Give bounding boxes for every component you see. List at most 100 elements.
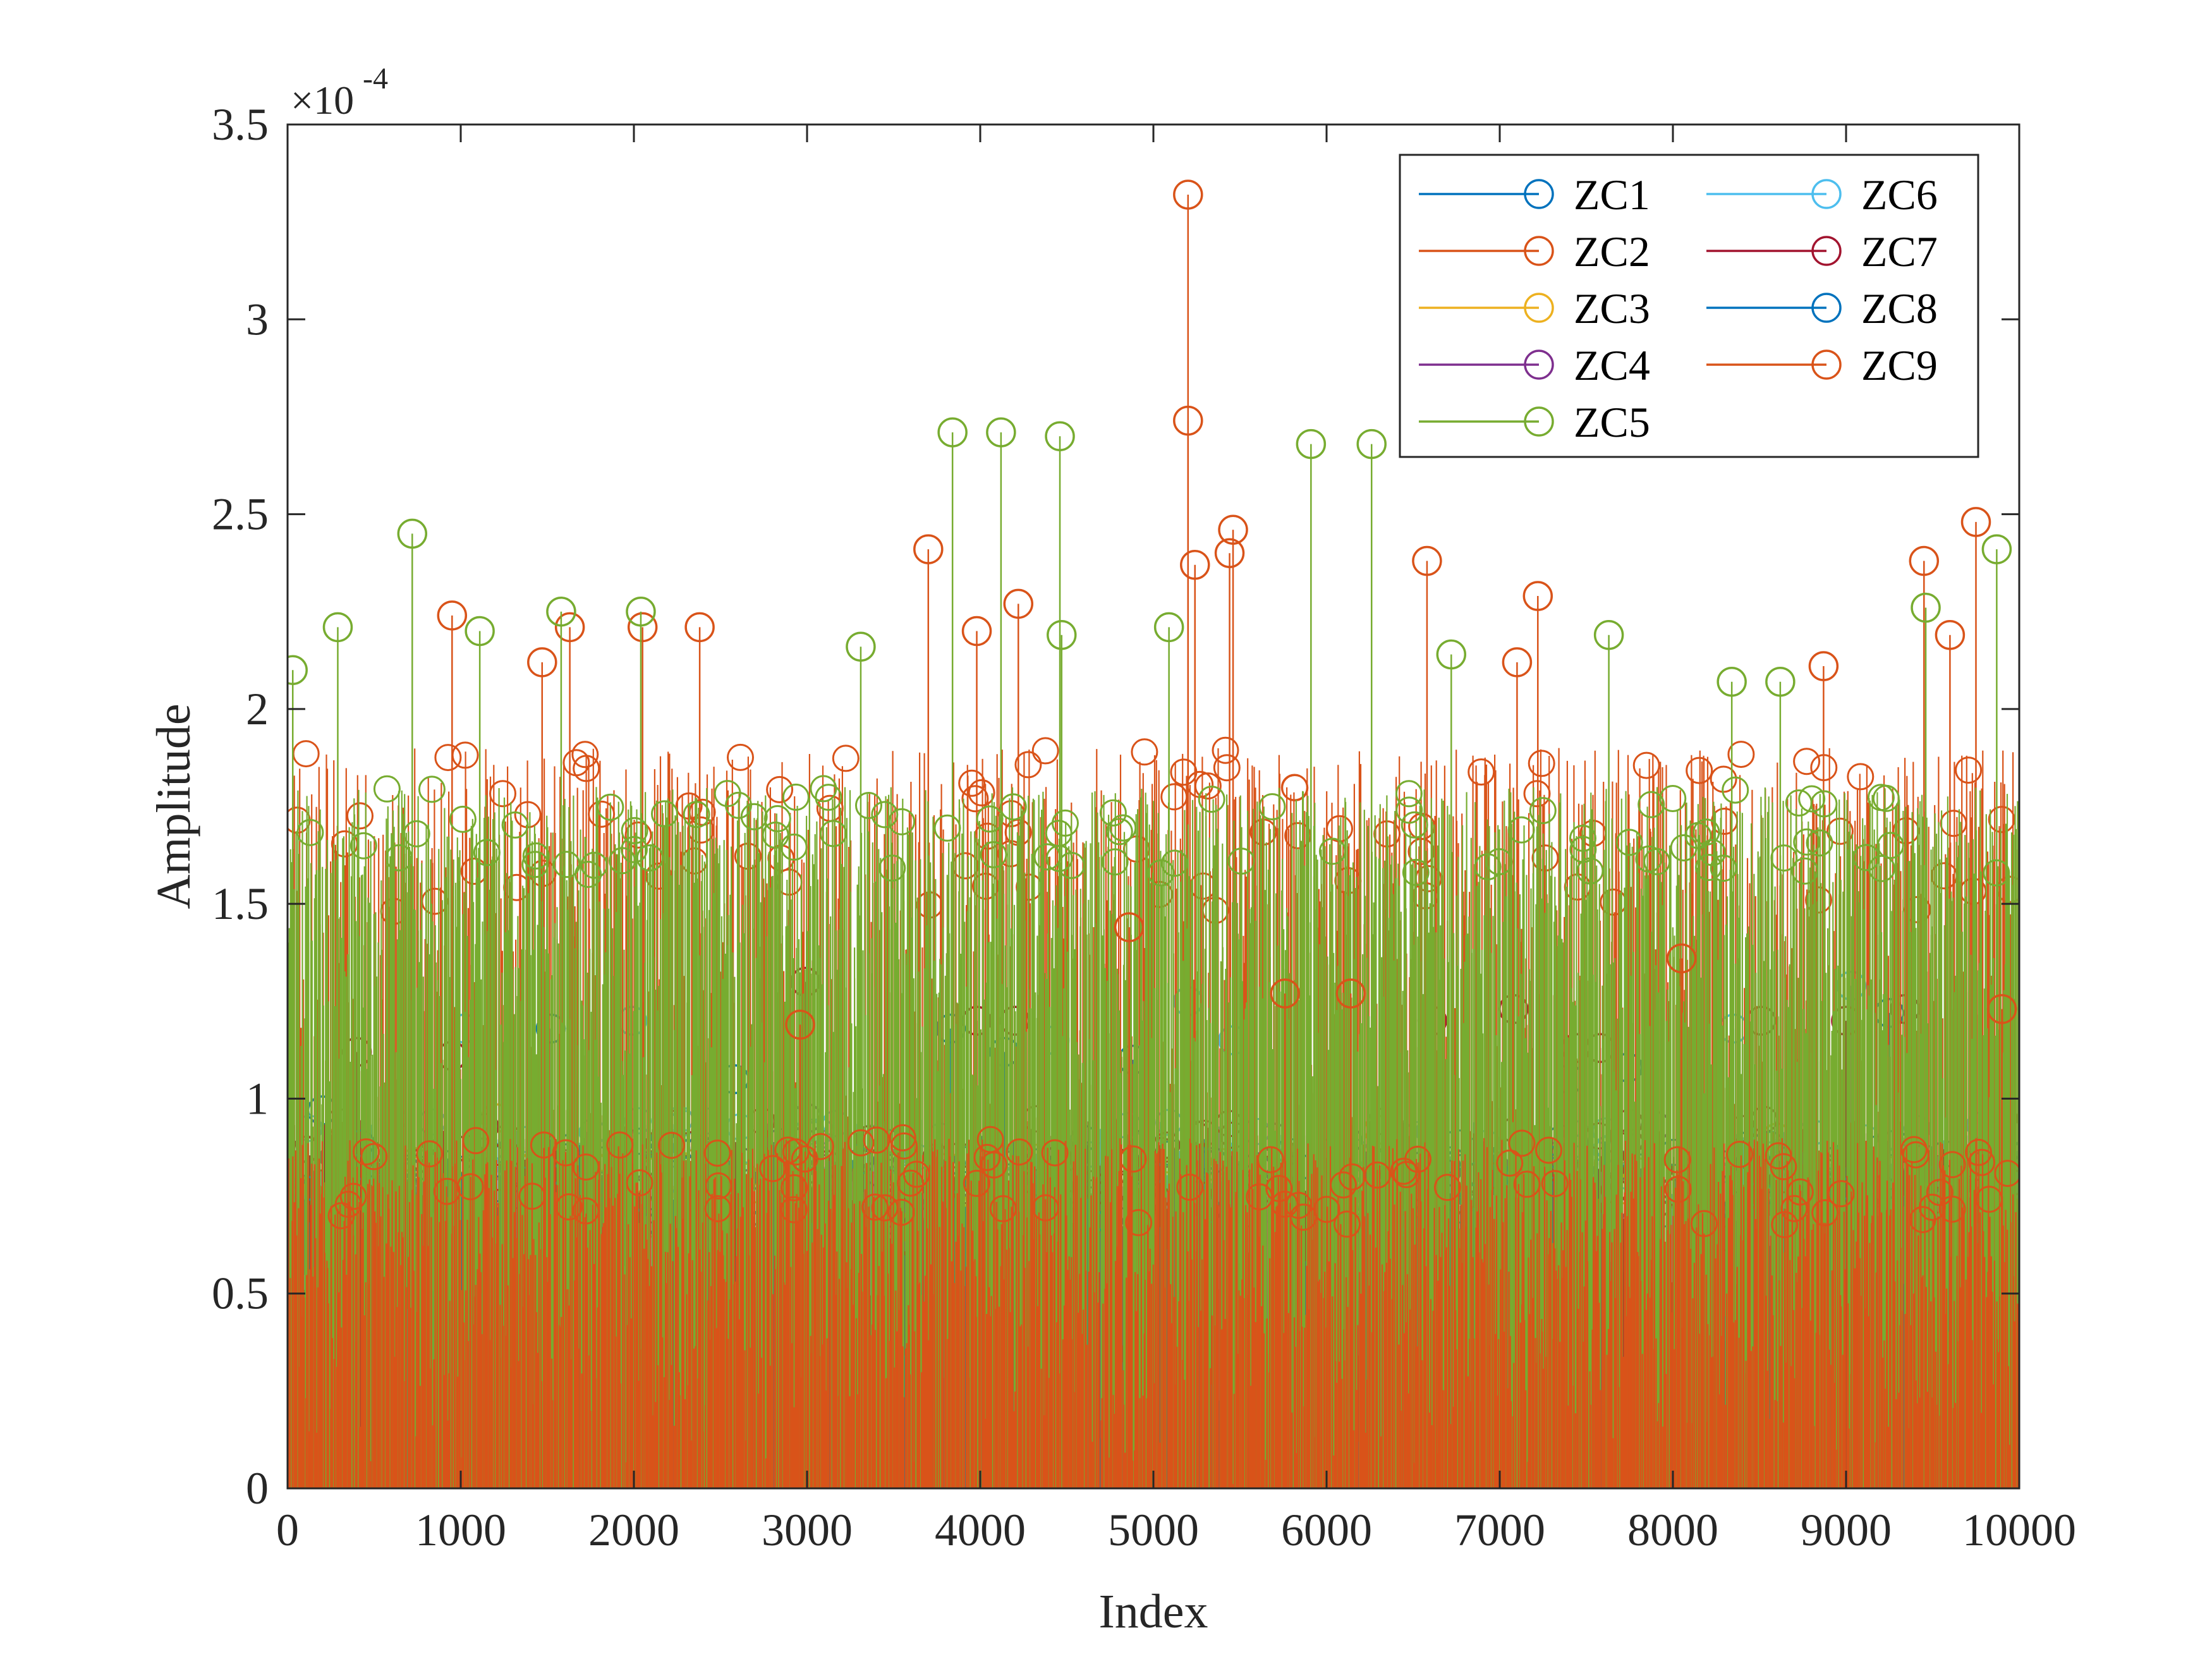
legend-entry-zc9[interactable]: ZC9: [1706, 341, 1938, 389]
stem-marker: [832, 744, 860, 772]
stem-marker: [416, 1140, 444, 1168]
legend-marker: [1524, 406, 1554, 437]
stem-marker: [782, 783, 810, 811]
legend-marker: [1524, 293, 1554, 323]
x-tick-label: 2000: [588, 1505, 679, 1555]
stem-marker: [897, 1169, 925, 1197]
stem-marker: [1256, 1146, 1284, 1174]
stem-marker: [1938, 1195, 1966, 1223]
legend-label: ZC7: [1861, 228, 1938, 276]
stem-marker: [1401, 811, 1428, 839]
stem-marker: [349, 832, 377, 860]
stem-marker: [1659, 785, 1687, 812]
y-tick-label: 1: [246, 1073, 269, 1124]
stem-marker: [1160, 849, 1188, 877]
stem-marker: [1793, 828, 1821, 856]
stem-marker: [1147, 859, 1175, 887]
stem-marker: [636, 844, 664, 872]
stem-marker: [780, 1196, 808, 1224]
peak-marker: [986, 417, 1016, 447]
legend-entry-zc1[interactable]: ZC1: [1419, 171, 1650, 219]
stem-marker: [1965, 1138, 1992, 1166]
legend-entry-zc3[interactable]: ZC3: [1419, 284, 1650, 332]
stem-marker: [1690, 1210, 1718, 1237]
stem-marker: [997, 840, 1025, 868]
stem-marker: [1541, 1170, 1569, 1198]
peak-marker: [1173, 405, 1203, 436]
stem-marker: [1535, 1136, 1562, 1164]
peak-marker: [1296, 428, 1327, 459]
stem-marker: [1785, 789, 1813, 817]
stem-marker: [1918, 1193, 1946, 1221]
stem-marker: [1395, 796, 1423, 824]
stem-marker: [980, 1151, 1008, 1179]
stem-marker: [714, 780, 741, 808]
stem-marker: [456, 1173, 484, 1201]
x-tick-label: 6000: [1281, 1505, 1372, 1555]
stem-marker: [621, 836, 648, 863]
stem-marker: [976, 805, 1004, 833]
peak-marker: [1003, 588, 1034, 619]
stem-marker: [1663, 1146, 1691, 1174]
stem-marker: [1615, 829, 1643, 856]
stem-marker: [687, 816, 715, 844]
legend-entry-zc5[interactable]: ZC5: [1419, 398, 1650, 446]
stem-marker: [1722, 776, 1749, 804]
legend-entry-zc8[interactable]: ZC8: [1706, 284, 1938, 332]
x-tick-label: 8000: [1627, 1505, 1718, 1555]
legend-entry-zc7[interactable]: ZC7: [1706, 228, 1938, 276]
stem-marker: [1119, 1145, 1147, 1173]
x-tick-label: 1000: [415, 1505, 506, 1555]
stem-marker: [1569, 824, 1596, 852]
stem-marker: [339, 1182, 367, 1210]
legend-entry-zc6[interactable]: ZC6: [1706, 171, 1938, 219]
stem-marker: [1285, 1191, 1313, 1219]
stem-marker: [521, 851, 549, 878]
legend-label: ZC9: [1861, 341, 1938, 389]
stem-marker: [1988, 806, 2015, 834]
stem-marker: [1699, 839, 1727, 866]
x-tick-label: 9000: [1801, 1505, 1892, 1555]
legend-entry-zc4[interactable]: ZC4: [1419, 341, 1650, 389]
stem-marker: [1632, 751, 1660, 779]
legend-label: ZC2: [1574, 228, 1650, 276]
stem-marker: [1791, 857, 1819, 885]
stem-marker: [1246, 1183, 1273, 1211]
stem-marker: [1771, 1211, 1799, 1239]
stem-marker: [1686, 757, 1713, 784]
legend-entry-zc2[interactable]: ZC2: [1419, 228, 1650, 276]
peak-marker: [1960, 507, 1991, 537]
peak-marker: [1270, 978, 1300, 1009]
stem-marker: [555, 1193, 583, 1221]
stem-marker: [1876, 832, 1904, 860]
stem-marker: [1031, 737, 1059, 765]
peak-marker: [527, 647, 557, 678]
stem-marker: [1109, 814, 1137, 842]
stem-marker: [961, 785, 989, 813]
stem-marker: [705, 1172, 732, 1200]
stem-marker: [968, 779, 995, 806]
stem-marker: [1198, 786, 1225, 813]
stem-marker: [346, 802, 374, 830]
stem-marker: [1811, 1199, 1839, 1227]
peak-marker: [1808, 651, 1839, 681]
legend-box: [1399, 154, 1979, 458]
stem-marker: [1847, 763, 1875, 791]
stem-marker: [518, 1182, 546, 1210]
stem-marker: [352, 1138, 380, 1166]
stem-marker: [781, 1174, 808, 1201]
legend-label: ZC5: [1574, 398, 1650, 446]
peak-marker: [1114, 912, 1145, 942]
legend[interactable]: ZC1 ZC2 ZC3 ZC4 ZC5 ZC6 ZC7 ZC8 ZC9: [1399, 154, 1979, 458]
stem-marker: [1726, 1141, 1754, 1168]
stem-marker: [1105, 818, 1133, 846]
stem-marker: [571, 741, 599, 769]
stem-marker: [588, 800, 616, 828]
x-tick-label: 0: [276, 1505, 299, 1555]
y-tick-label: 2: [246, 684, 269, 734]
stem-marker: [1798, 785, 1826, 813]
peak-marker: [1909, 545, 1940, 576]
stem-marker: [1334, 1210, 1361, 1238]
peak-marker: [437, 600, 468, 631]
